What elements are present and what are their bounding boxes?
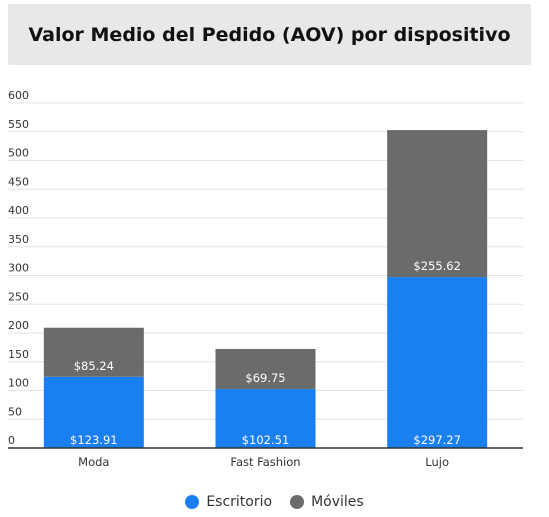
y-tick-label: 400 [8, 204, 29, 217]
bar-mviles-lujo [387, 130, 488, 278]
x-tick-label: Moda [78, 455, 109, 469]
data-label: $69.75 [245, 371, 285, 385]
chart-legend: Escritorio Móviles [0, 490, 549, 514]
y-tick-label: 450 [8, 175, 29, 188]
legend-item-moviles[interactable]: Móviles [290, 494, 364, 510]
legend-label-escritorio: Escritorio [206, 494, 273, 510]
data-label: $255.62 [413, 259, 461, 273]
y-tick-label: 100 [8, 377, 29, 390]
y-tick-label: 200 [8, 319, 29, 332]
data-label: $123.91 [70, 433, 118, 447]
y-tick-label: 150 [8, 348, 29, 361]
bar-escritorio-moda [43, 376, 144, 448]
bar-escritorio-lujo [387, 277, 488, 448]
bar-escritorio-fast-fashion [215, 389, 316, 448]
y-tick-label: 600 [8, 89, 29, 102]
bar-mviles-moda [43, 327, 144, 377]
data-label: $297.27 [413, 433, 461, 447]
legend-swatch-escritorio [185, 495, 200, 509]
y-tick-label: 500 [8, 147, 29, 160]
chart-title-box: Valor Medio del Pedido (AOV) por disposi… [8, 4, 531, 65]
bar-chart: 0 50 100 150 200 250 300 350 400 450 500 550 600 $123… [8, 89, 523, 469]
chart-title: Valor Medio del Pedido (AOV) por disposi… [28, 23, 511, 46]
legend-label-moviles: Móviles [311, 494, 364, 510]
y-tick-label: 300 [8, 262, 29, 275]
bar-mviles-fast-fashion [215, 348, 316, 390]
data-label: $85.24 [74, 359, 114, 373]
y-tick-label: 50 [8, 405, 22, 418]
y-tick-label: 250 [8, 290, 29, 303]
y-tick-label: 350 [8, 233, 29, 246]
y-tick-label: 550 [8, 118, 29, 131]
x-tick-label: Fast Fashion [230, 455, 300, 469]
x-tick-label: Lujo [425, 455, 449, 469]
legend-item-escritorio[interactable]: Escritorio [185, 494, 272, 510]
data-label: $102.51 [242, 433, 290, 447]
y-tick-label: 0 [8, 434, 15, 447]
legend-swatch-moviles [290, 495, 305, 509]
